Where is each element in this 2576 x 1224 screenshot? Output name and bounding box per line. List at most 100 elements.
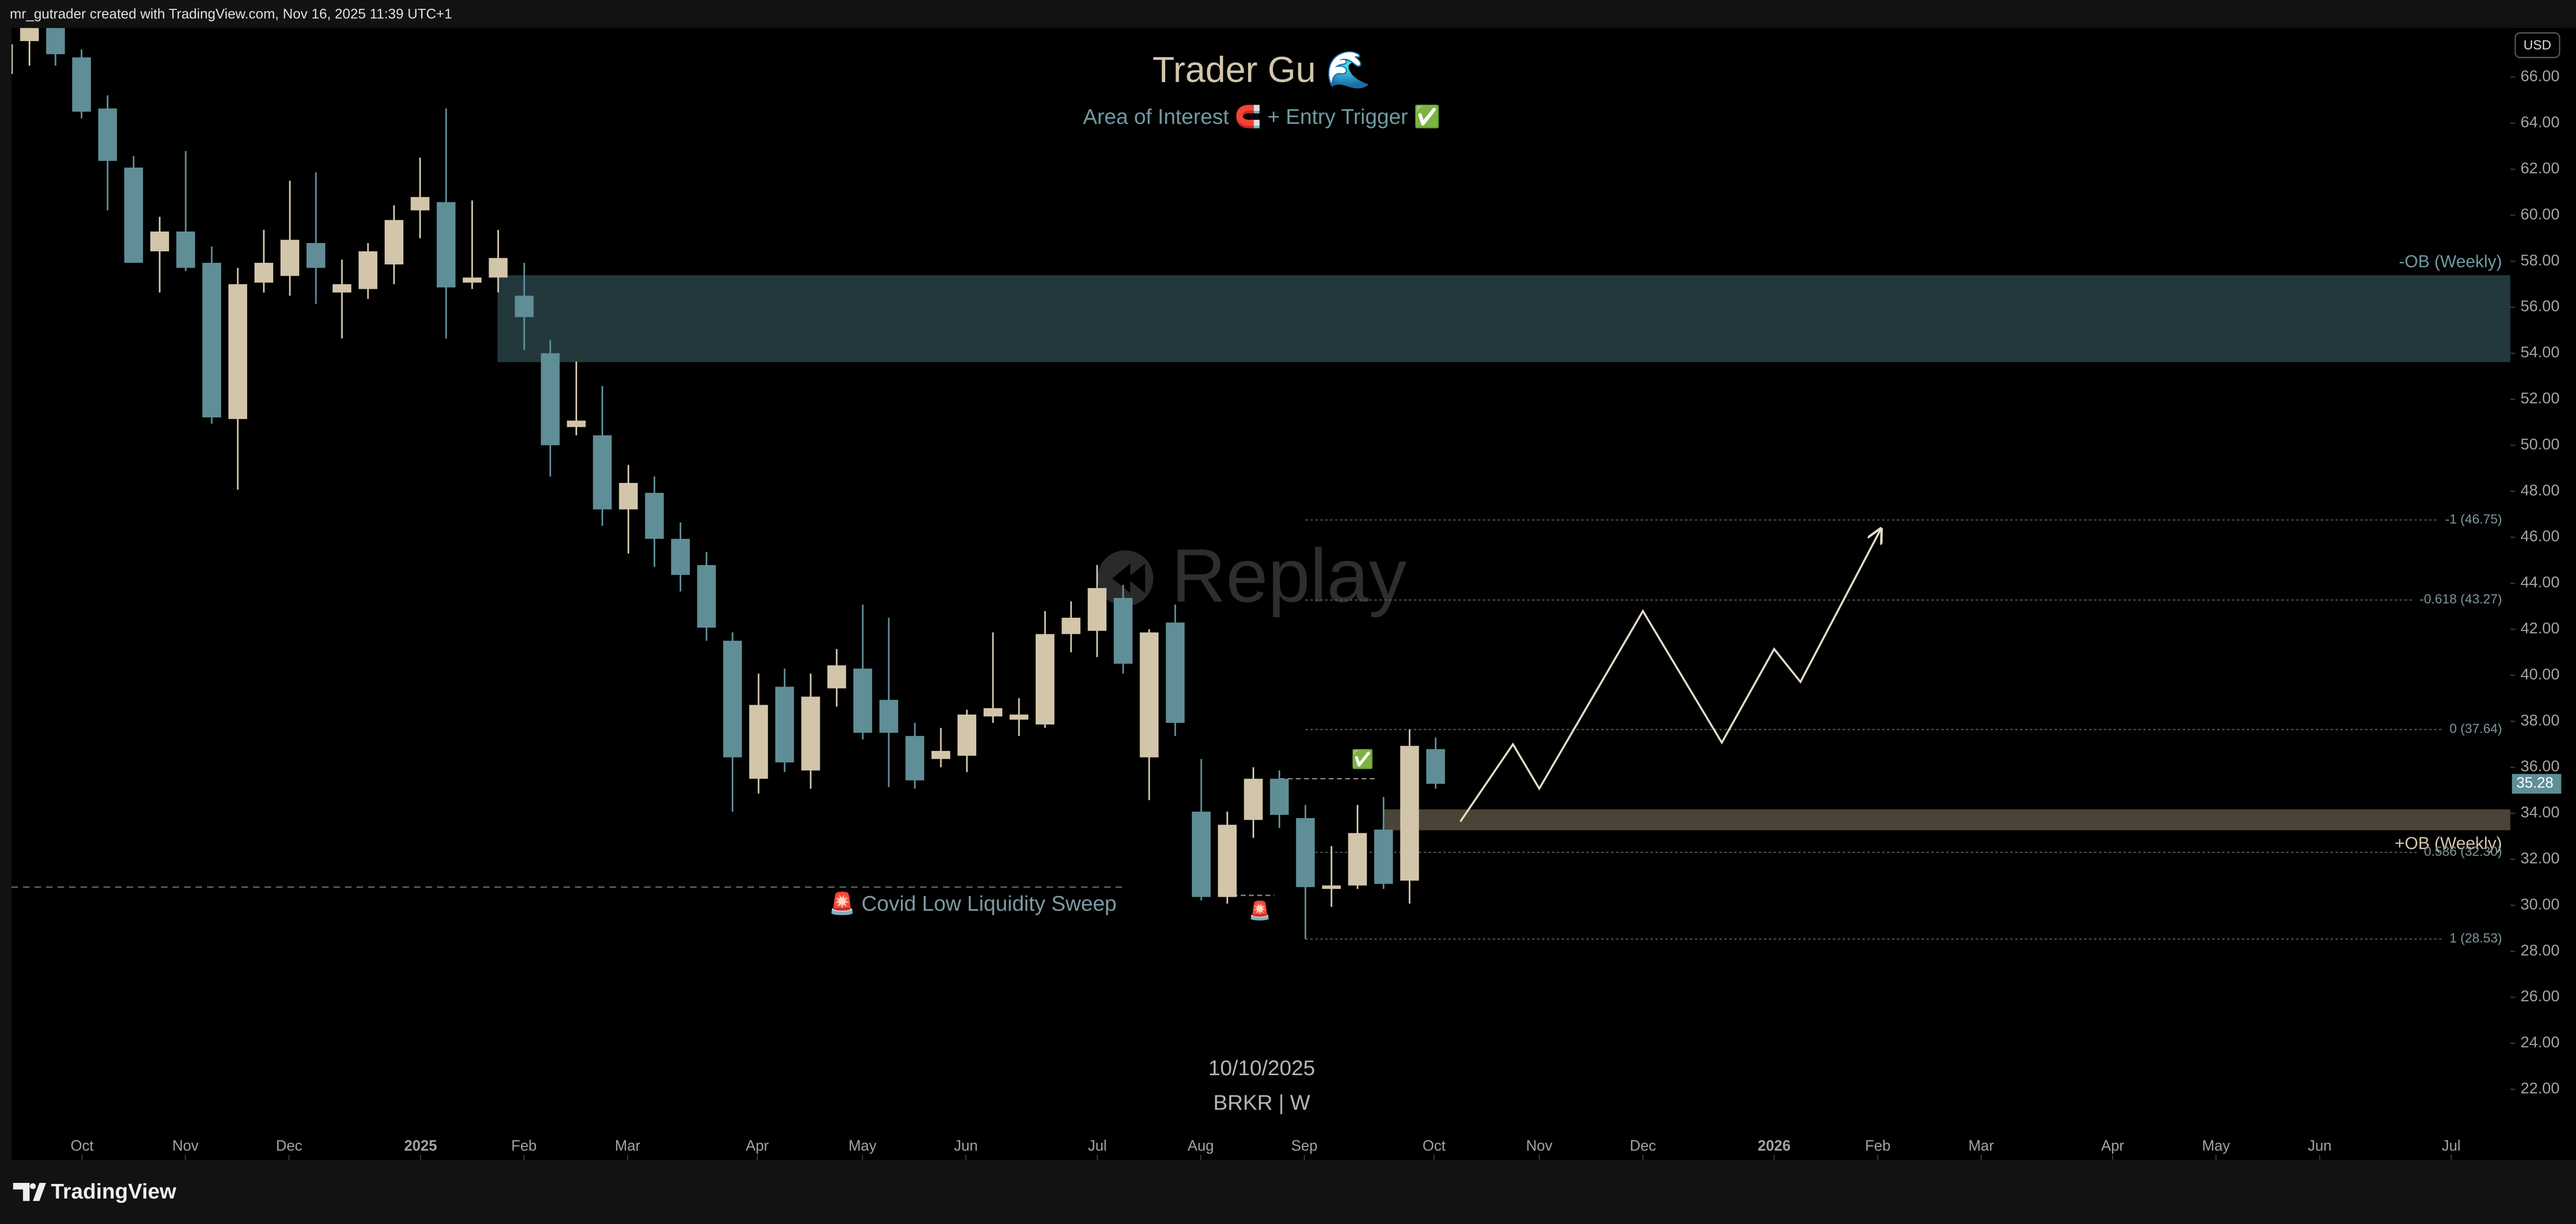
x-tick-label: Dec xyxy=(276,1138,302,1154)
brand-text: TradingView xyxy=(51,1179,176,1203)
candle-body xyxy=(1088,588,1107,631)
candle-body xyxy=(20,28,39,41)
y-tick-label: 54.00 xyxy=(2520,344,2559,361)
candle-body xyxy=(1270,779,1289,815)
x-tick-label: Aug xyxy=(1188,1138,1214,1154)
projection-path xyxy=(1459,529,1881,822)
x-tick-label: Oct xyxy=(1423,1138,1446,1154)
brand-logo-dot xyxy=(30,1183,36,1190)
candle-body xyxy=(385,220,404,265)
candle-body xyxy=(437,202,456,288)
y-tick-label: 50.00 xyxy=(2520,436,2559,453)
symbol: BRKR | W xyxy=(1213,1090,1310,1114)
candle-body xyxy=(749,705,768,779)
candle-body xyxy=(567,420,586,427)
x-tick-label: Nov xyxy=(1526,1138,1553,1154)
candle-body xyxy=(1322,885,1341,889)
candle-body xyxy=(1348,833,1367,886)
fib-label: -1 (46.75) xyxy=(2445,512,2502,527)
currency-box[interactable] xyxy=(2514,32,2560,58)
x-tick-label: Dec xyxy=(1630,1138,1656,1154)
candle-body xyxy=(723,641,742,758)
candle-body xyxy=(645,493,664,539)
candle-body xyxy=(463,277,482,283)
watermark-text: Replay xyxy=(1171,533,1407,618)
y-tick-label: 38.00 xyxy=(2520,712,2559,729)
candle-body xyxy=(1244,779,1263,820)
candle-body xyxy=(489,258,508,278)
y-tick-label: 22.00 xyxy=(2520,1080,2559,1097)
x-tick-label: Mar xyxy=(615,1138,641,1154)
y-tick-label: 46.00 xyxy=(2520,528,2559,545)
header-text: mr_gutrader created with TradingView.com… xyxy=(10,6,452,22)
brand: TradingView xyxy=(13,1179,176,1203)
y-tick-label: 42.00 xyxy=(2520,620,2559,637)
candle-body xyxy=(697,565,716,628)
chart-title: Trader Gu 🌊 xyxy=(1153,49,1371,90)
fib-label: -0.618 (43.27) xyxy=(2419,592,2502,607)
fib-label: 1 (28.53) xyxy=(2450,931,2502,946)
order-block-zone xyxy=(498,275,2510,362)
brand-logo xyxy=(13,1183,46,1201)
x-tick-label: Jun xyxy=(2308,1138,2332,1154)
x-tick-label: May xyxy=(848,1138,876,1154)
candle-body xyxy=(1140,632,1159,758)
candle-body xyxy=(1010,715,1029,720)
candle-body xyxy=(176,231,195,268)
x-tick-label: Oct xyxy=(71,1138,94,1154)
candle-body xyxy=(98,108,117,161)
marker: 🚨 xyxy=(1248,900,1271,921)
candle-body xyxy=(853,668,872,733)
y-tick-label: 56.00 xyxy=(2520,298,2559,315)
y-tick-label: 64.00 xyxy=(2520,114,2559,131)
last-price-box xyxy=(2511,774,2561,794)
replay-date: 10/10/2025 xyxy=(1208,1056,1315,1080)
candle-body xyxy=(1374,830,1393,884)
candle-body xyxy=(1114,598,1133,664)
candle-body xyxy=(515,296,534,317)
candle-body xyxy=(931,750,950,759)
y-tick-label: 58.00 xyxy=(2520,252,2559,269)
y-tick-label: 28.00 xyxy=(2520,942,2559,959)
x-tick-label: 2026 xyxy=(1758,1138,1791,1154)
candle-body xyxy=(593,435,612,509)
y-tick-label: 52.00 xyxy=(2520,390,2559,407)
candle-body xyxy=(957,715,976,756)
x-tick-label: Mar xyxy=(1968,1138,1994,1154)
currency-button[interactable]: USD xyxy=(2514,32,2560,58)
y-tick-label: 32.00 xyxy=(2520,850,2559,867)
y-tick-label: 30.00 xyxy=(2520,896,2559,913)
y-tick-label: 44.00 xyxy=(2520,574,2559,591)
candle-body xyxy=(254,263,273,283)
candle-body xyxy=(1400,746,1419,881)
chart-subtitle: Area of Interest 🧲 + Entry Trigger ✅ xyxy=(1083,104,1440,129)
replay-icon-arrows xyxy=(1112,563,1145,593)
order-block-zone xyxy=(1383,809,2510,831)
candle-body xyxy=(619,483,638,509)
x-tick-label: Sep xyxy=(1291,1138,1318,1154)
candle-body xyxy=(307,243,326,268)
y-tick-label: 66.00 xyxy=(2520,68,2559,85)
candle-body xyxy=(1062,618,1081,634)
fib-label: 0.586 (32.30) xyxy=(2424,845,2502,859)
candle-body xyxy=(1426,749,1445,784)
y-tick-label: 24.00 xyxy=(2520,1034,2559,1051)
candle-body xyxy=(775,686,794,763)
watermark: Replay xyxy=(1097,533,1407,618)
candle-body xyxy=(228,284,247,419)
plot xyxy=(11,28,2510,940)
y-tick-label: 26.00 xyxy=(2520,988,2559,1005)
x-tick-label: Jun xyxy=(954,1138,978,1154)
currency-text[interactable]: USD xyxy=(2523,38,2551,53)
zone-label: +OB (Weekly) xyxy=(2394,834,2502,853)
marker: ✅ xyxy=(1351,749,1374,770)
candle-body xyxy=(541,353,560,445)
last-price-label: 35.28 xyxy=(2517,775,2554,792)
candle-body xyxy=(1296,818,1315,887)
candle-body xyxy=(202,263,221,418)
x-tick-label: Feb xyxy=(511,1138,537,1154)
x-tick-label: Apr xyxy=(2101,1138,2124,1154)
candle-body xyxy=(1192,811,1211,897)
y-tick-label: 36.00 xyxy=(2520,758,2559,775)
candle-body xyxy=(333,284,352,293)
